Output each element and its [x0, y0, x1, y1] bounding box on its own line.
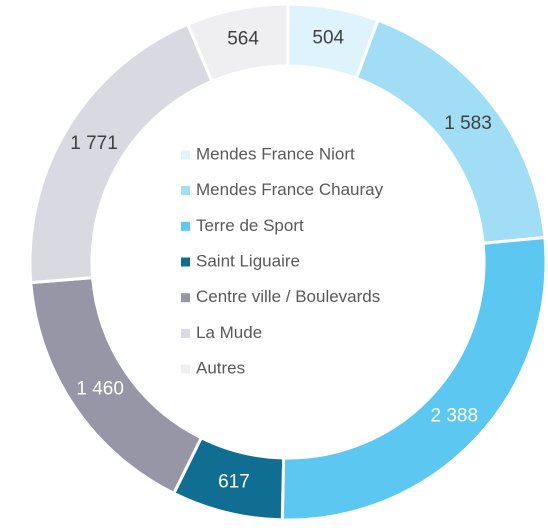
donut-segment: [185, 2, 290, 84]
legend-swatch: [181, 328, 190, 338]
legend-label: Mendes France Chauray: [196, 180, 384, 199]
data-label: 1 583: [444, 113, 492, 134]
legend-swatch: [181, 150, 190, 160]
data-label: 2 388: [430, 406, 478, 427]
data-label: 564: [227, 29, 259, 50]
legend-swatch: [181, 293, 190, 303]
donut-segment: [280, 235, 548, 522]
legend-label: Mendes France Niort: [196, 144, 355, 163]
legend-swatch: [181, 257, 190, 267]
data-label: 617: [218, 471, 250, 492]
data-label: 504: [312, 28, 344, 49]
legend-swatch: [181, 221, 190, 231]
legend-swatch: [181, 364, 190, 374]
data-label: 1 460: [76, 378, 124, 399]
legend-label: Saint Liguaire: [196, 251, 300, 270]
legend-label: Autres: [196, 359, 245, 378]
legend-label: La Mude: [196, 323, 262, 342]
data-label: 1 771: [70, 133, 118, 154]
legend-swatch: [181, 186, 190, 196]
legend-label: Centre ville / Boulevards: [196, 287, 380, 306]
legend-label: Terre de Sport: [196, 216, 304, 235]
